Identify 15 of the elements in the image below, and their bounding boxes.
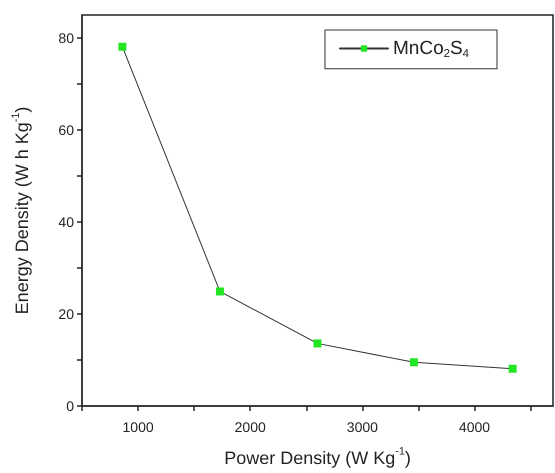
point (314, 339, 322, 348)
y-tick-label: 60 (58, 122, 74, 138)
y-tick-label: 0 (66, 398, 74, 414)
y-tick-label: 40 (58, 214, 74, 230)
point (118, 42, 126, 51)
point (508, 364, 517, 373)
y-tick-label: 80 (58, 30, 74, 46)
point (216, 287, 224, 296)
y-tick-label: 20 (58, 306, 74, 322)
x-tick-label: 2000 (234, 419, 266, 435)
y-axis-title: Energy Density (W h Kg-1) (10, 106, 32, 314)
x-tick-label: 3000 (346, 419, 378, 435)
x-tick-label: 4000 (458, 419, 490, 435)
point (410, 358, 418, 366)
x-tick-label: 1000 (122, 419, 154, 435)
